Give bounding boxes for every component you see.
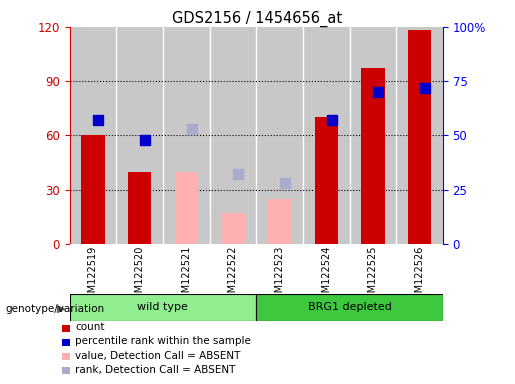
Text: GSM122523: GSM122523 — [274, 245, 285, 305]
Text: GDS2156 / 1454656_at: GDS2156 / 1454656_at — [173, 11, 342, 27]
Bar — [408, 30, 431, 244]
Bar — [210, 27, 256, 244]
Bar — [361, 68, 385, 244]
Text: GSM122524: GSM122524 — [321, 245, 331, 305]
Bar — [81, 136, 105, 244]
Bar — [303, 27, 350, 244]
Text: GSM122520: GSM122520 — [134, 245, 145, 305]
Bar — [350, 27, 396, 244]
Bar — [163, 27, 210, 244]
Text: percentile rank within the sample: percentile rank within the sample — [75, 336, 251, 346]
Text: genotype/variation: genotype/variation — [5, 304, 104, 314]
Bar — [396, 27, 443, 244]
Text: GSM122526: GSM122526 — [415, 245, 424, 305]
Bar — [256, 27, 303, 244]
Bar — [221, 213, 245, 244]
Text: GSM122521: GSM122521 — [181, 245, 191, 305]
Bar — [315, 117, 338, 244]
Text: GSM122525: GSM122525 — [368, 245, 378, 305]
Text: GSM122522: GSM122522 — [228, 245, 238, 305]
Text: rank, Detection Call = ABSENT: rank, Detection Call = ABSENT — [75, 365, 236, 375]
Bar — [116, 27, 163, 244]
Bar — [256, 294, 443, 321]
Bar — [175, 172, 198, 244]
Bar — [268, 199, 291, 244]
Text: GSM122519: GSM122519 — [88, 245, 98, 305]
Text: BRG1 depleted: BRG1 depleted — [307, 302, 391, 312]
Text: value, Detection Call = ABSENT: value, Detection Call = ABSENT — [75, 351, 241, 361]
Text: count: count — [75, 322, 105, 332]
Bar — [70, 294, 256, 321]
Text: wild type: wild type — [138, 302, 188, 312]
Bar — [128, 172, 151, 244]
Bar — [70, 27, 116, 244]
